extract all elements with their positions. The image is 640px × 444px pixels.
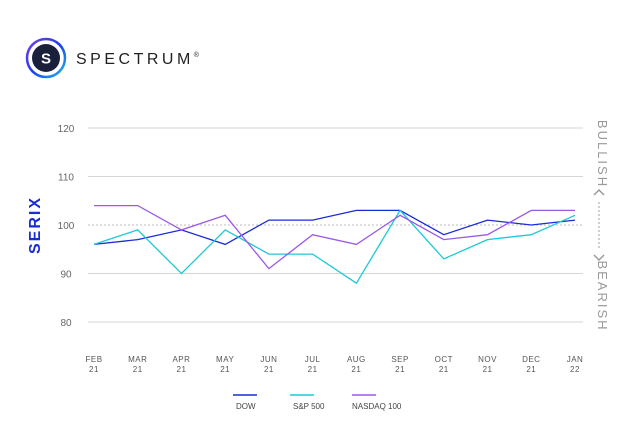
x-tick-month: OCT xyxy=(435,355,453,364)
x-tick-year: 21 xyxy=(133,365,143,374)
y-tick-label: 120 xyxy=(58,124,75,135)
x-tick-label: DEC 21 xyxy=(522,355,540,374)
gridlines xyxy=(88,127,583,323)
x-tick-label: JUL 21 xyxy=(305,355,321,374)
x-tick-month: JUL xyxy=(305,355,321,364)
y-tick-label: 110 xyxy=(58,173,74,184)
series-line-dow xyxy=(93,209,576,246)
x-tick-year: 21 xyxy=(483,365,493,374)
x-tick-month: MAR xyxy=(128,355,147,364)
bullish-label: BULLISH xyxy=(595,120,610,188)
x-tick-year: 21 xyxy=(395,365,405,374)
x-tick-month: FEB xyxy=(85,355,102,364)
x-tick-label: SEP 21 xyxy=(391,355,409,374)
x-tick-year: 21 xyxy=(351,365,361,374)
logo-letter: S xyxy=(41,51,51,68)
brand-name: SPECTRUM® xyxy=(76,51,202,68)
y-tick-label: 100 xyxy=(58,221,75,232)
x-tick-month: JUN xyxy=(260,355,277,364)
x-tick-year: 22 xyxy=(570,365,580,374)
x-tick-month: SEP xyxy=(391,355,409,364)
x-tick-year: 21 xyxy=(526,365,536,374)
x-tick-month: DEC xyxy=(522,355,540,364)
x-tick-label: AUG 21 xyxy=(347,355,366,374)
y-axis-ticks: 80 90 100 110 120 xyxy=(58,124,75,329)
brand-logo: S xyxy=(25,37,67,79)
x-tick-label: FEB 21 xyxy=(85,355,102,374)
x-tick-label: JUN 21 xyxy=(260,355,277,374)
x-tick-year: 21 xyxy=(89,365,99,374)
x-tick-month: AUG xyxy=(347,355,366,364)
legend-label: NASDAQ 100 xyxy=(352,402,402,411)
x-tick-label: MAY 21 xyxy=(216,355,234,374)
x-tick-year: 21 xyxy=(264,365,274,374)
logo-ring-icon xyxy=(25,37,67,79)
x-tick-label: APR 21 xyxy=(172,355,190,374)
x-tick-label: JAN 22 xyxy=(567,355,584,374)
x-tick-year: 21 xyxy=(220,365,230,374)
sentiment-indicator: BULLISH BEARISH xyxy=(593,120,610,332)
logo-inner-circle xyxy=(32,44,60,72)
x-tick-year: 21 xyxy=(177,365,187,374)
chevron-up-icon xyxy=(593,188,605,196)
y-axis-label: SERIX xyxy=(27,196,44,254)
x-tick-month: MAY xyxy=(216,355,234,364)
brand-name-text: SPECTRUM xyxy=(76,51,194,68)
x-tick-year: 21 xyxy=(308,365,318,374)
series-line-s-p-500 xyxy=(93,209,576,285)
chevron-down-icon xyxy=(593,254,605,262)
series-line-nasdaq-100 xyxy=(94,204,575,270)
legend-label: S&P 500 xyxy=(293,402,325,411)
legend-label: DOW xyxy=(236,402,256,411)
x-tick-month: JAN xyxy=(567,355,584,364)
y-tick-label: 90 xyxy=(60,270,72,281)
x-tick-year: 21 xyxy=(439,365,449,374)
x-tick-label: OCT 21 xyxy=(435,355,453,374)
x-tick-month: APR xyxy=(172,355,190,364)
y-tick-label: 80 xyxy=(60,318,72,329)
x-tick-label: NOV 21 xyxy=(478,355,497,374)
series-lines xyxy=(93,204,576,285)
x-tick-month: NOV xyxy=(478,355,497,364)
brand-mark: ® xyxy=(194,51,203,59)
x-tick-label: MAR 21 xyxy=(128,355,147,374)
bearish-label: BEARISH xyxy=(595,260,610,331)
legend: DOW S&P 500 NASDAQ 100 xyxy=(233,394,402,411)
